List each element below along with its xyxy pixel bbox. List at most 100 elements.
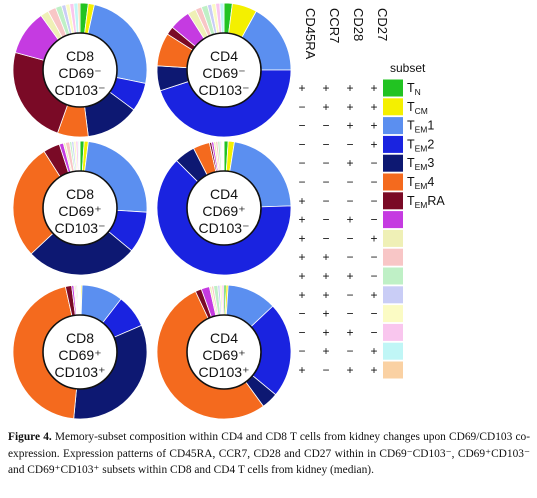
- legend-swatch: [383, 361, 403, 379]
- expression-sign: −: [298, 119, 305, 133]
- legend-swatch: [383, 98, 403, 116]
- donut-label: CD4: [210, 186, 238, 202]
- donut-label: CD4: [210, 330, 238, 346]
- expression-sign: +: [298, 213, 305, 227]
- expression-sign: −: [322, 231, 329, 245]
- legend-swatch: [383, 79, 403, 97]
- donut-label: CD69⁺: [58, 347, 101, 363]
- legend-swatch: [383, 248, 403, 266]
- donut-slice: [222, 140, 225, 172]
- legend-swatch: [383, 192, 403, 210]
- expression-sign: −: [298, 175, 305, 189]
- legend-swatch: [383, 211, 403, 229]
- legend-swatch: [383, 342, 403, 360]
- legend-label: TCM: [407, 100, 428, 116]
- legend-label: TEMRA: [407, 194, 445, 210]
- expression-sign: −: [322, 175, 329, 189]
- marker-header: CCR7: [327, 8, 342, 43]
- donut-label: CD8: [66, 48, 94, 64]
- expression-sign: +: [298, 194, 305, 208]
- expression-sign: −: [298, 325, 305, 339]
- expression-sign: −: [322, 119, 329, 133]
- figure-caption: Figure 4. Memory-subset composition with…: [8, 429, 530, 479]
- donut-label: CD103⁻: [55, 220, 106, 236]
- legend-swatch: [383, 286, 403, 304]
- expression-sign: −: [322, 194, 329, 208]
- expression-sign: +: [346, 213, 353, 227]
- expression-sign: +: [370, 137, 377, 151]
- expression-sign: −: [298, 137, 305, 151]
- expression-sign: +: [322, 81, 329, 95]
- expression-sign: +: [346, 269, 353, 283]
- expression-sign: +: [346, 156, 353, 170]
- expression-sign: −: [346, 194, 353, 208]
- legend-label: TEM1: [407, 119, 434, 135]
- figure-chart: CD8CD69⁻CD103⁻CD4CD69⁻CD103⁻CD8CD69⁺CD10…: [12, 2, 445, 420]
- donut-panel: CD8CD69⁻CD103⁻CD4CD69⁻CD103⁻CD8CD69⁺CD10…: [12, 2, 292, 420]
- expression-sign: +: [322, 269, 329, 283]
- legend-title: subset: [390, 61, 426, 75]
- donut-label: CD69⁺: [58, 203, 101, 219]
- legend-swatch: [383, 173, 403, 191]
- legend-swatch: [383, 267, 403, 285]
- expression-sign: +: [298, 250, 305, 264]
- legend-swatch: [383, 135, 403, 153]
- expression-sign: −: [370, 175, 377, 189]
- legend-label: TN: [407, 81, 421, 97]
- legend-label: TEM3: [407, 156, 434, 172]
- expression-sign: −: [322, 213, 329, 227]
- donut-label: CD8: [66, 330, 94, 346]
- expression-sign: +: [370, 100, 377, 114]
- expression-sign: +: [322, 344, 329, 358]
- subset-legend: subset TN TCM TEM1 TEM2 TEM3 TEM4 TEMRA: [383, 61, 445, 379]
- expression-sign: −: [322, 363, 329, 377]
- legend-swatch: [383, 117, 403, 135]
- donut-label: CD4: [210, 48, 238, 64]
- marker-header: CD28: [351, 8, 366, 41]
- marker-header: CD45RA: [303, 8, 318, 60]
- donut-hole: [42, 170, 118, 246]
- expression-sign: +: [322, 325, 329, 339]
- legend-label: TEM4: [407, 175, 434, 191]
- legend-label: TEM2: [407, 137, 434, 153]
- expression-sign: −: [370, 250, 377, 264]
- expression-sign: −: [346, 231, 353, 245]
- expression-sign: +: [346, 81, 353, 95]
- marker-header: CD27: [375, 8, 390, 41]
- expression-sign: +: [370, 288, 377, 302]
- legend-swatch: [383, 229, 403, 247]
- expression-sign: +: [298, 81, 305, 95]
- expression-table: + + + + − + + + − − + + − − − + − − + − − − − − + − − − + − + − + − − + + + − −…: [298, 81, 377, 377]
- expression-sign: −: [370, 307, 377, 321]
- expression-sign: −: [298, 344, 305, 358]
- expression-sign: +: [370, 363, 377, 377]
- donut-label: CD69⁺: [202, 347, 245, 363]
- expression-sign: +: [322, 288, 329, 302]
- expression-sign: −: [370, 213, 377, 227]
- expression-sign: +: [370, 81, 377, 95]
- expression-sign: +: [346, 363, 353, 377]
- expression-sign: −: [322, 137, 329, 151]
- expression-sign: −: [298, 100, 305, 114]
- expression-sign: +: [298, 231, 305, 245]
- expression-sign: +: [322, 100, 329, 114]
- donut-label: CD103⁻: [55, 82, 106, 98]
- expression-sign: −: [370, 194, 377, 208]
- donut-label: CD103⁺: [55, 364, 106, 380]
- expression-sign: −: [322, 156, 329, 170]
- donut-label: CD103⁻: [199, 220, 250, 236]
- expression-sign: +: [322, 307, 329, 321]
- donut-label: CD103⁺: [199, 364, 250, 380]
- expression-sign: +: [298, 269, 305, 283]
- expression-sign: −: [346, 307, 353, 321]
- caption-text: Memory-subset composition within CD4 and…: [8, 431, 530, 476]
- expression-sign: −: [370, 269, 377, 283]
- expression-sign: +: [346, 100, 353, 114]
- legend-swatch: [383, 305, 403, 323]
- donut-slice: [78, 140, 81, 172]
- marker-headers: CD45RA CCR7 CD28 CD27: [303, 8, 390, 60]
- expression-sign: +: [298, 288, 305, 302]
